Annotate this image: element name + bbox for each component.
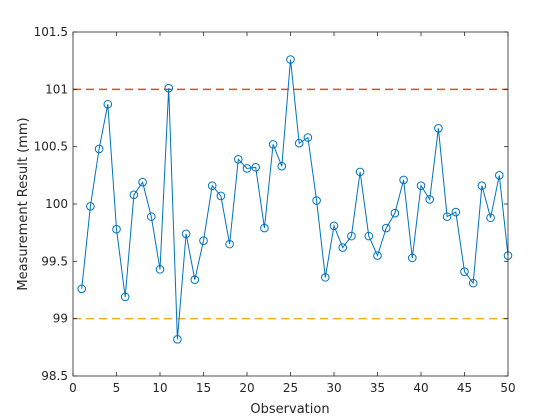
data-point <box>129 190 139 200</box>
reference-lines <box>73 88 508 320</box>
data-point <box>190 275 200 284</box>
y-tick-label: 99 <box>53 312 68 326</box>
series-line <box>81 59 509 340</box>
data-point <box>495 171 504 180</box>
data-point <box>468 278 478 288</box>
data-point <box>451 207 461 217</box>
data-point <box>329 221 339 231</box>
x-tick-label: 0 <box>69 381 77 395</box>
data-point <box>286 55 295 64</box>
x-tick-label: 35 <box>370 381 385 395</box>
data-point <box>173 335 182 344</box>
data-point <box>155 265 165 274</box>
x-tick-label: 50 <box>500 381 515 395</box>
data-point <box>86 201 95 211</box>
data-point <box>216 191 226 201</box>
data-point <box>347 231 356 241</box>
y-tick-label: 101 <box>45 82 68 96</box>
data-point <box>112 224 121 234</box>
x-tick-label: 25 <box>283 381 298 395</box>
data-point <box>355 167 365 177</box>
data-point <box>408 253 417 263</box>
x-tick-label: 15 <box>196 381 211 395</box>
data-point <box>442 212 452 221</box>
data-point <box>234 154 243 164</box>
data-point <box>460 267 469 276</box>
y-tick-label: 98.5 <box>41 369 68 383</box>
x-tick-label: 5 <box>113 381 121 395</box>
data-point <box>242 164 252 173</box>
data-point <box>277 161 287 171</box>
axes: 0 5 10 15 20 25 30 35 40 45 50 98.5 99 99.5 100 100.5 10… <box>34 25 516 395</box>
x-tick-label: 40 <box>413 381 428 395</box>
x-tick-label: 10 <box>152 381 167 395</box>
data-point <box>416 181 426 190</box>
data-point <box>303 133 313 142</box>
data-point <box>477 181 487 190</box>
data-point <box>103 99 113 109</box>
data-point <box>199 236 208 245</box>
data-point <box>251 163 260 172</box>
data-point <box>381 223 391 233</box>
series-layer <box>77 55 513 344</box>
data-point <box>390 208 400 218</box>
data-point <box>147 212 156 221</box>
data-point <box>138 177 147 187</box>
data-point <box>338 243 348 252</box>
data-point <box>312 196 321 205</box>
data-point <box>225 239 234 249</box>
y-tick-label: 100 <box>45 197 68 211</box>
y-tick-label: 99.5 <box>41 254 68 268</box>
y-axis-title: Measurement Result (mm) <box>16 117 31 290</box>
data-point <box>77 284 86 294</box>
data-point <box>294 138 304 148</box>
data-point <box>181 229 191 239</box>
data-point <box>94 144 104 154</box>
data-point <box>120 292 130 302</box>
data-point <box>399 175 408 185</box>
plot-area <box>73 32 508 376</box>
data-point <box>207 181 217 190</box>
data-point <box>486 213 495 223</box>
data-point <box>373 251 382 260</box>
data-point <box>321 273 330 282</box>
y-tick-label: 100.5 <box>34 140 68 154</box>
x-tick-label: 45 <box>457 381 472 395</box>
y-tick-label: 101.5 <box>34 25 68 39</box>
x-tick-label: 20 <box>239 381 254 395</box>
x-axis-title: Observation <box>250 402 329 417</box>
data-point <box>260 223 269 233</box>
x-tick-label: 30 <box>326 381 341 395</box>
data-point <box>164 83 173 93</box>
data-point <box>364 231 374 241</box>
data-point <box>434 124 443 133</box>
data-point <box>425 195 435 204</box>
data-point <box>268 140 278 149</box>
